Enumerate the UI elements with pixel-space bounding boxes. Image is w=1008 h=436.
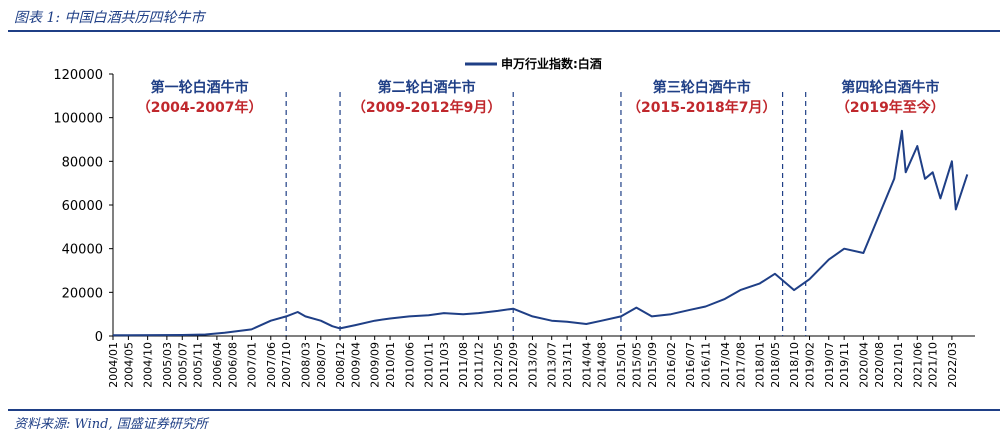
x-tick-label: 2015/01: [615, 342, 628, 388]
x-tick-label: 2012/09: [507, 342, 520, 388]
x-tick-label: 2007/01: [246, 342, 259, 388]
y-tick-label: 100000: [53, 112, 103, 127]
x-tick-label: 2009/04: [349, 342, 362, 388]
top-rule: [8, 30, 1000, 32]
x-tick-label: 2005/03: [161, 342, 174, 388]
x-tick-label: 2010/06: [403, 342, 416, 388]
y-tick-label: 120000: [53, 68, 103, 83]
phase-range: （2009-2012年9月）: [352, 99, 501, 116]
x-tick-label: 2005/11: [192, 342, 205, 388]
phase-title: 第三轮白酒牛市: [653, 79, 751, 96]
x-tick-label: 2018/10: [788, 342, 801, 388]
phase-labels: 第一轮白酒牛市 （2004-2007年） 第二轮白酒牛市 （2009-2012年9月）…: [137, 79, 945, 116]
phase-title: 第四轮白酒牛市: [841, 79, 939, 96]
x-tick-label: 2004/10: [142, 342, 155, 388]
x-tick-label: 2013/02: [526, 342, 539, 388]
x-tick-label: 2010/11: [423, 342, 436, 388]
phase-divider-lines: [285, 92, 807, 336]
y-tick-labels: 0 20000 40000 60000 80000 100000 120000: [53, 68, 113, 345]
series-line-baijiu-index: [112, 129, 969, 337]
x-tick-label: 2005/07: [176, 342, 189, 388]
x-tick-label: 2019/11: [838, 342, 851, 388]
x-tick-label: 2013/07: [546, 342, 559, 388]
x-tick-label: 2009/09: [369, 342, 382, 388]
x-tick-label: 2013/11: [561, 342, 574, 388]
x-tick-label: 2011/08: [457, 342, 470, 388]
x-tick-label: 2010/01: [384, 342, 397, 388]
legend: 申万行业指数:白酒: [465, 56, 602, 71]
y-tick-label: 20000: [62, 286, 103, 301]
x-tick-label: 2018/05: [769, 342, 782, 388]
x-tick-label: 2015/05: [630, 342, 643, 388]
x-tick-label: 2008/12: [334, 342, 347, 388]
x-tick-label: 2017/04: [719, 342, 732, 388]
phase-title: 第二轮白酒牛市: [378, 79, 476, 96]
x-tick-label: 2011/03: [438, 342, 451, 388]
x-tick-label: 2004/05: [122, 342, 135, 388]
phase-range: （2019年至今）: [836, 99, 945, 116]
x-tick-label: 2016/07: [684, 342, 697, 388]
x-tick-label: 2014/08: [596, 342, 609, 388]
x-tick-label: 2008/03: [299, 342, 312, 388]
x-tick-label: 2018/01: [754, 342, 767, 388]
x-tick-label: 2019/07: [823, 342, 836, 388]
x-tick-label: 2014/04: [580, 342, 593, 388]
x-tick-label: 2006/08: [226, 342, 239, 388]
x-tick-label: 2007/10: [280, 342, 293, 388]
x-tick-label: 2016/11: [700, 342, 713, 388]
x-tick-label: 2016/02: [665, 342, 678, 388]
x-tick-labels: 2004/01 2004/05 2004/10 2005/03 2005/07 2005/…: [107, 336, 959, 388]
y-tick-label: 0: [95, 330, 103, 345]
legend-label: 申万行业指数:白酒: [501, 56, 602, 71]
y-tick-label: 40000: [62, 243, 103, 258]
x-tick-label: 2022/03: [946, 342, 959, 388]
x-tick-label: 2019/02: [804, 342, 817, 388]
y-tick-label: 80000: [62, 155, 103, 170]
phase-title: 第一轮白酒牛市: [151, 79, 249, 96]
x-tick-label: 2021/06: [911, 342, 924, 388]
x-tick-label: 2004/01: [107, 342, 120, 388]
x-tick-label: 2012/05: [492, 342, 505, 388]
x-tick-label: 2017/08: [734, 342, 747, 388]
phase-range: （2015-2018年7月）: [627, 99, 776, 116]
x-tick-label: 2006/04: [211, 342, 224, 388]
x-tick-label: 2021/10: [927, 342, 940, 388]
x-tick-label: 2021/01: [892, 342, 905, 388]
x-tick-label: 2008/07: [315, 342, 328, 388]
x-tick-label: 2020/08: [873, 342, 886, 388]
bottom-rule: [8, 409, 1000, 411]
x-tick-label: 2007/06: [265, 342, 278, 388]
y-tick-label: 60000: [62, 199, 103, 214]
figure-title: 图表 1: 中国白酒共历四轮牛市: [14, 10, 205, 26]
x-tick-label: 2015/09: [646, 342, 659, 388]
phase-range: （2004-2007年）: [137, 99, 263, 116]
x-tick-label: 2011/12: [473, 342, 486, 388]
x-tick-label: 2020/04: [857, 342, 870, 388]
source-note: 资料来源: Wind, 国盛证券研究所: [14, 417, 208, 432]
